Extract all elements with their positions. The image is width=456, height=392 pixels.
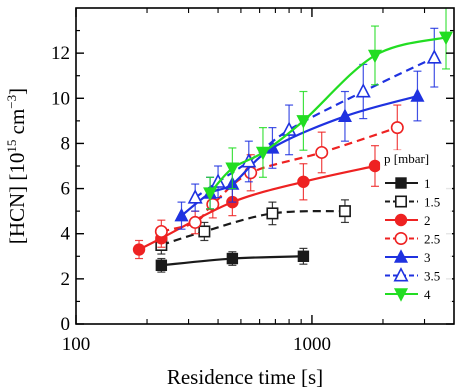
- series-1: [155, 247, 310, 273]
- y-tick-label: 0: [61, 314, 71, 335]
- data-point: [297, 175, 310, 189]
- y-tick-label: 6: [61, 179, 71, 200]
- y-axis-title-end: ]: [5, 88, 29, 95]
- series-1-5: [155, 199, 351, 255]
- legend-marker: [395, 177, 407, 189]
- data-point: [368, 159, 382, 173]
- legend-entry-1-5: 1.5: [385, 195, 440, 210]
- y-tick-label: 4: [61, 224, 71, 245]
- legend-title: p [mbar]: [384, 151, 429, 166]
- legend-entry-3-5: 3.5: [385, 267, 440, 284]
- legend-label: 2.5: [424, 232, 440, 247]
- legend-label: 1.5: [424, 195, 440, 210]
- y-tick-label: 2: [61, 269, 71, 290]
- data-point: [337, 108, 352, 123]
- data-point: [315, 145, 329, 159]
- data-point: [174, 207, 189, 222]
- y-axis-title-unit-exponent: −3: [4, 95, 19, 109]
- data-point: [296, 115, 311, 129]
- data-point: [198, 225, 211, 238]
- data-point: [438, 31, 454, 46]
- y-axis-title-unit: cm: [5, 109, 29, 140]
- data-point: [226, 252, 239, 265]
- data-point: [367, 49, 383, 64]
- data-point: [266, 207, 279, 220]
- legend-label: 2: [424, 213, 431, 228]
- legend-entry-4: 4: [385, 287, 431, 302]
- series-4: [203, 8, 454, 210]
- data-point: [187, 189, 203, 204]
- legend-marker: [394, 213, 408, 227]
- y-tick-label: 12: [51, 43, 70, 64]
- data-point: [188, 215, 202, 229]
- data-point: [203, 187, 218, 201]
- x-tick-label: 100: [62, 334, 91, 355]
- series-2-5: [154, 104, 404, 244]
- data-point: [132, 243, 146, 256]
- series-2: [132, 145, 382, 260]
- y-tick-label: 8: [61, 133, 71, 154]
- legend-marker: [393, 249, 409, 263]
- legend-label: 3.5: [424, 269, 440, 284]
- y-axis-title-main: [HCN] [10: [5, 153, 29, 245]
- legend-label: 1: [424, 176, 431, 191]
- legend-entry-2-5: 2.5: [385, 232, 440, 247]
- legend-label: 3: [424, 250, 431, 265]
- data-point: [155, 259, 168, 272]
- data-point: [410, 88, 425, 102]
- legend-marker: [393, 267, 409, 282]
- legend-marker: [393, 288, 409, 302]
- data-point: [255, 146, 270, 161]
- legend-label: 4: [424, 287, 431, 302]
- fit-line-1-5: [161, 210, 345, 247]
- legend-background: [380, 150, 452, 310]
- data-point: [426, 49, 442, 64]
- x-axis-title: Residence time [s]: [167, 365, 323, 389]
- data-point: [390, 121, 404, 135]
- legend-marker: [394, 232, 408, 246]
- y-axis-title: [HCN] [1015 cm−3]: [4, 88, 29, 244]
- legend-entry-1: 1: [385, 176, 431, 191]
- legend: p [mbar] 1 1.5 2 2.5 3 3.5 4: [380, 150, 452, 310]
- data-point: [338, 205, 351, 218]
- data-point: [297, 250, 310, 262]
- legend-marker: [394, 195, 407, 208]
- data-point: [355, 83, 371, 98]
- legend-entry-2: 2: [385, 213, 431, 228]
- data-point: [154, 224, 168, 238]
- y-tick-label: 10: [51, 88, 70, 109]
- series-layer: [132, 8, 454, 273]
- legend-entry-3: 3: [385, 249, 431, 265]
- y-axis-title-exponent: 15: [4, 140, 19, 153]
- data-point: [225, 162, 240, 177]
- x-tick-label: 1000: [293, 334, 331, 355]
